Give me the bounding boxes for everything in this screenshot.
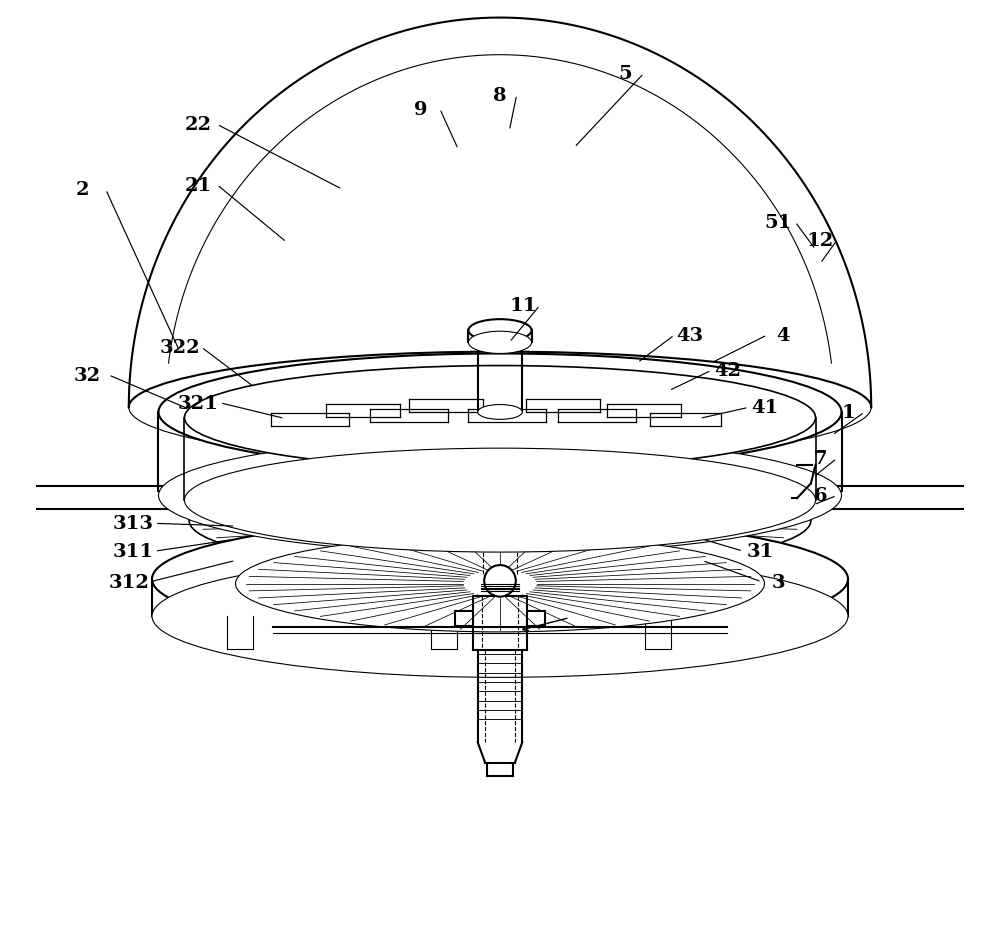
Ellipse shape <box>184 449 816 552</box>
Text: 5: 5 <box>618 65 632 83</box>
Text: 1: 1 <box>841 403 855 422</box>
Text: 312: 312 <box>108 573 149 591</box>
Text: 313: 313 <box>113 514 154 533</box>
Ellipse shape <box>158 354 842 471</box>
Text: 11: 11 <box>509 297 537 315</box>
Text: 8: 8 <box>493 86 507 105</box>
Text: 311: 311 <box>113 542 154 561</box>
Ellipse shape <box>184 366 816 470</box>
Ellipse shape <box>468 320 532 342</box>
Text: 31: 31 <box>746 542 774 561</box>
Text: 42: 42 <box>714 362 741 380</box>
Text: 9: 9 <box>414 100 428 119</box>
Ellipse shape <box>478 405 522 420</box>
Text: 7: 7 <box>813 450 827 468</box>
Text: 32: 32 <box>73 366 101 385</box>
Text: 3: 3 <box>772 573 785 591</box>
Ellipse shape <box>282 485 718 557</box>
Text: 21: 21 <box>185 176 212 195</box>
Ellipse shape <box>158 438 842 554</box>
Ellipse shape <box>468 332 532 354</box>
Text: 2: 2 <box>76 181 89 199</box>
Text: 12: 12 <box>807 232 834 250</box>
Text: 22: 22 <box>185 116 212 134</box>
Text: 6: 6 <box>813 487 827 505</box>
Text: 51: 51 <box>765 213 792 232</box>
Ellipse shape <box>152 555 848 678</box>
Text: 4: 4 <box>776 326 790 345</box>
Ellipse shape <box>152 518 848 641</box>
Text: 43: 43 <box>677 326 704 345</box>
Ellipse shape <box>236 536 764 632</box>
Text: 322: 322 <box>160 338 200 357</box>
Text: 321: 321 <box>178 394 219 413</box>
Ellipse shape <box>189 469 811 573</box>
Text: 41: 41 <box>751 399 778 417</box>
Circle shape <box>484 565 516 597</box>
